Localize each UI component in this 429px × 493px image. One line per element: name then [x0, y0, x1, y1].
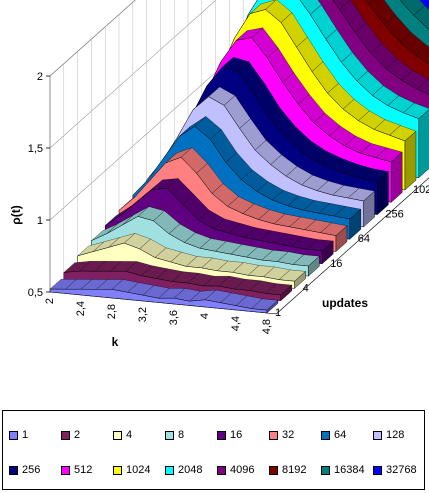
- x-axis-title: k: [112, 335, 119, 349]
- series-layer: [49, 0, 429, 314]
- y-tick-label: 2: [37, 71, 43, 83]
- legend-label: 16384: [334, 464, 365, 476]
- y-tick-label: 1: [37, 215, 43, 227]
- z-tick-label: 64: [358, 233, 370, 245]
- legend-label: 2: [74, 429, 81, 441]
- legend-swatch: [113, 431, 122, 440]
- legend-swatch: [113, 466, 122, 475]
- series-end-cap: [308, 255, 320, 277]
- legend-label: 8: [178, 429, 185, 441]
- legend-swatch: [165, 431, 174, 440]
- x-tick-label: 4,8: [261, 319, 273, 334]
- legend-swatch: [321, 466, 330, 475]
- series-end-cap: [280, 284, 292, 302]
- y-tick-label: 0,5: [28, 287, 43, 299]
- axis-layer: 0,5 1 1,5 2 ρ(t) 2 2,4 2,8 3,2 3,6 4 4,4 4,8 k 1 4 16 64 2…: [9, 71, 429, 349]
- gridline: [49, 0, 217, 149]
- legend-label: 1: [22, 429, 29, 441]
- legend-label: 32768: [386, 464, 417, 476]
- surface-chart: 0,5 1 1,5 2 ρ(t) 2 2,4 2,8 3,2 3,6 4 4,4 4,8 k 1 4 16 64 2…: [9, 0, 429, 349]
- legend-swatch: [269, 466, 278, 475]
- z-tick-label: 16: [330, 258, 342, 270]
- legend-label: 128: [386, 429, 405, 441]
- z-tick-label: 256: [385, 209, 403, 221]
- z-tick-label: 1024: [413, 184, 429, 196]
- y-tick-label: 1,5: [28, 143, 43, 155]
- x-tick-label: 2,8: [106, 304, 118, 319]
- z-axis-title: updates: [322, 296, 368, 310]
- legend-swatch: [165, 466, 174, 475]
- x-tick-label: 4,4: [230, 316, 242, 331]
- series-end-cap: [418, 109, 429, 179]
- legend-label: 4096: [230, 464, 255, 476]
- x-tick-label: 2,4: [75, 301, 87, 316]
- legend-label: 8192: [282, 464, 307, 476]
- legend-label: 64: [334, 429, 347, 441]
- legend-swatch: [373, 431, 382, 440]
- series-end-cap: [377, 171, 389, 216]
- legend-swatch: [217, 431, 226, 440]
- series-1: [49, 279, 279, 314]
- x-tick-label: 3,6: [168, 310, 180, 325]
- series-end-cap: [349, 208, 361, 240]
- legend-label: 16: [230, 429, 243, 441]
- legend-swatch: [269, 431, 278, 440]
- legend-label: 1024: [126, 464, 151, 476]
- legend-label: 4: [126, 429, 133, 441]
- x-tick-label: 2: [44, 298, 56, 304]
- series-end-cap: [404, 130, 417, 191]
- series-top-face: [365, 0, 375, 5]
- legend-label: 32: [282, 429, 295, 441]
- series-end-cap: [391, 151, 403, 203]
- legend-label: 2048: [178, 464, 203, 476]
- legend-swatch: [373, 466, 382, 475]
- z-tick-label: 1: [275, 307, 281, 319]
- series-end-cap: [322, 240, 334, 265]
- series-end-cap: [363, 190, 375, 228]
- series-4: [77, 233, 306, 289]
- series-end-cap: [335, 225, 348, 252]
- legend-swatch: [217, 466, 226, 475]
- legend: 1 2 4 8 16 32 64 128 256 512 1024 2048 4096 8192 16384…: [2, 410, 425, 490]
- x-tick-label: 3,2: [137, 307, 149, 322]
- legend-swatch: [321, 431, 330, 440]
- gridline: [49, 0, 136, 77]
- series-end-cap: [266, 299, 279, 314]
- legend-swatch: [61, 431, 70, 440]
- x-tick-label: 4: [199, 313, 211, 319]
- legend-swatch: [61, 466, 70, 475]
- z-tick-label: 4: [303, 282, 309, 294]
- y-axis-title: ρ(t): [9, 205, 23, 224]
- legend-swatch: [9, 431, 18, 440]
- legend-swatch: [9, 466, 18, 475]
- series-end-cap: [294, 270, 306, 289]
- legend-label: 512: [74, 464, 93, 476]
- legend-label: 256: [22, 464, 41, 476]
- series-8: [91, 206, 320, 277]
